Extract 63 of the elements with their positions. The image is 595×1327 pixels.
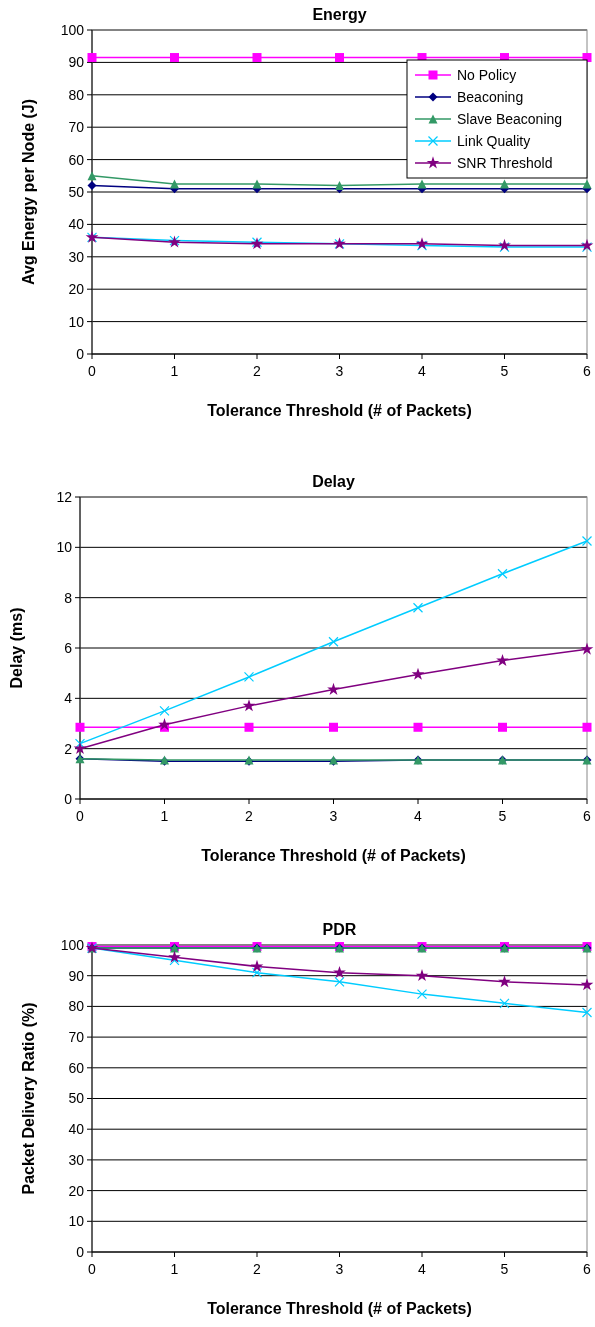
x-tick-label: 3 — [335, 1261, 344, 1277]
x-tick-label: 2 — [253, 363, 262, 379]
x-tick-label: 1 — [160, 808, 169, 824]
x-axis-title: Tolerance Threshold (# of Packets) — [207, 402, 472, 419]
y-tick-label: 10 — [68, 1213, 85, 1230]
y-tick-label: 40 — [68, 1121, 85, 1138]
x-tick-label: 4 — [418, 363, 427, 379]
y-tick-label: 8 — [64, 589, 73, 606]
y-tick-label: 30 — [68, 1151, 85, 1168]
y-tick-label: 10 — [56, 539, 73, 556]
x-tick-label: 2 — [253, 1261, 262, 1277]
y-tick-label: 30 — [68, 248, 85, 265]
y-tick-label: 70 — [68, 1029, 85, 1045]
x-tick-label: 6 — [583, 808, 592, 824]
y-tick-label: 20 — [68, 1182, 85, 1199]
x-tick-label: 4 — [418, 1261, 427, 1277]
legend-label: Beaconing — [457, 88, 524, 105]
x-tick-label: 1 — [170, 1261, 179, 1277]
x-tick-label: 5 — [500, 1261, 509, 1277]
y-tick-label: 70 — [68, 119, 85, 136]
x-tick-label: 6 — [583, 1261, 592, 1277]
y-tick-label: 4 — [64, 690, 73, 707]
x-axis-title: Tolerance Threshold (# of Packets) — [201, 847, 466, 864]
x-tick-label: 6 — [583, 363, 592, 379]
y-tick-label: 80 — [68, 86, 85, 103]
chart-title: Energy — [312, 6, 367, 23]
y-tick-label: 60 — [68, 1059, 85, 1076]
legend-label: SNR Threshold — [457, 154, 553, 171]
legend-label: Link Quality — [457, 132, 531, 149]
y-tick-label: 80 — [68, 998, 85, 1015]
y-tick-label: 6 — [64, 639, 73, 656]
y-tick-label: 50 — [68, 1090, 85, 1107]
y-axis-title: Delay (ms) — [8, 607, 25, 689]
y-tick-label: 0 — [76, 345, 85, 362]
y-tick-label: 40 — [68, 216, 85, 233]
y-tick-label: 90 — [68, 54, 85, 71]
x-tick-label: 2 — [245, 808, 254, 824]
legend-label: Slave Beaconing — [457, 110, 563, 127]
x-tick-label: 3 — [335, 363, 344, 379]
y-tick-label: 20 — [68, 281, 85, 298]
y-tick-label: 100 — [60, 936, 85, 953]
x-tick-label: 5 — [498, 808, 507, 824]
y-tick-label: 0 — [64, 790, 73, 807]
y-tick-label: 90 — [68, 967, 85, 984]
chart-title: Delay — [312, 473, 355, 490]
y-tick-label: 10 — [68, 313, 85, 330]
x-tick-label: 3 — [329, 808, 338, 824]
y-tick-label: 12 — [56, 488, 73, 505]
legend-label: No Policy — [457, 66, 517, 83]
y-tick-label: 2 — [64, 740, 73, 757]
x-tick-label: 4 — [414, 808, 423, 824]
y-tick-label: 100 — [60, 21, 85, 38]
y-tick-label: 60 — [68, 151, 85, 168]
x-axis-title: Tolerance Threshold (# of Packets) — [207, 1300, 472, 1317]
x-tick-label: 5 — [500, 363, 509, 379]
x-tick-label: 0 — [88, 363, 97, 379]
y-axis-title: Avg Energy per Node (J) — [20, 98, 37, 286]
y-axis-title: Packet Delivery Ratio (%) — [20, 1002, 37, 1195]
chart-title: PDR — [322, 921, 357, 938]
x-tick-label: 0 — [88, 1261, 97, 1277]
x-tick-label: 1 — [170, 363, 179, 379]
y-tick-label: 0 — [76, 1243, 85, 1260]
y-tick-label: 50 — [68, 183, 85, 200]
